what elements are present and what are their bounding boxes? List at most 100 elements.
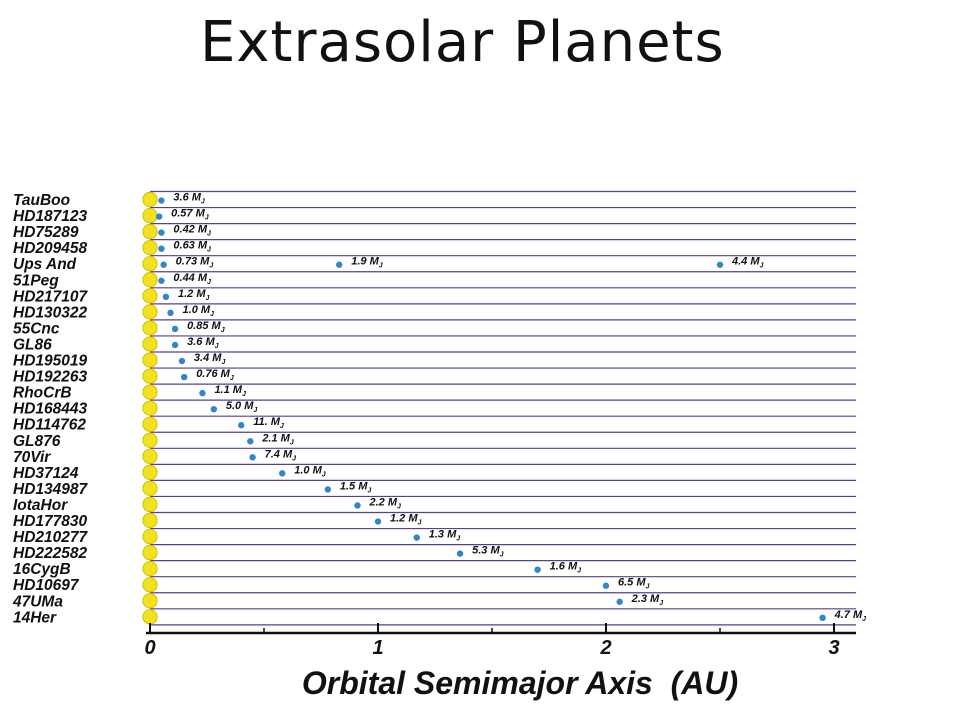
mass-unit-subscript: J [201,199,206,206]
planet-point [602,582,610,589]
mass-value: 4.4 [731,256,750,268]
mass-value: 1.0 [183,304,201,316]
star-name-label: HD192263 [13,369,87,386]
planet-mass-label: 1.1 MJ [214,384,247,398]
host-star-marker [142,384,158,400]
mass-value: 1.0 [294,464,312,476]
star-name-label: 55Cnc [13,320,60,337]
planet-mass-label: 1.2 MJ [178,288,211,302]
host-star-marker [142,207,158,224]
mass-value: 1.2 [390,513,408,525]
mass-value: 6.5 [618,577,636,589]
mass-value: 5.3 [472,545,490,557]
planet-point [324,486,332,493]
planet-point [354,502,361,509]
star-name-label: HD10697 [13,577,80,594]
mass-unit: M [750,256,760,268]
planet-mass-label: 3.6 MJ [187,336,220,350]
planet-point [247,438,254,445]
planet-mass-label: 0.63 MJ [173,240,212,254]
mass-unit: M [490,545,500,557]
host-star-marker [142,320,158,336]
mass-value: 0.76 [196,368,220,380]
mass-unit: M [271,416,281,428]
mass-unit: M [196,208,206,220]
mass-value: 3.6 [173,192,191,204]
planet-mass-label: 4.4 MJ [731,256,765,270]
mass-unit-subscript: J [280,423,285,430]
planet-point [155,213,163,220]
mass-unit: M [205,336,215,348]
x-tick-label: 2 [599,637,611,659]
mass-unit-subscript: J [760,263,765,270]
mass-unit: M [198,240,208,252]
mass-unit: M [198,224,208,236]
mass-unit-subscript: J [210,311,215,318]
planet-mass-label: 1.3 MJ [429,529,462,543]
mass-value: 1.9 [351,256,369,268]
mass-value: 2.2 [368,496,387,508]
star-name-label: GL876 [13,433,61,450]
mass-value: 11. [253,416,271,428]
mass-unit: M [853,609,863,621]
planet-mass-label: 0.57 MJ [171,208,210,222]
host-star-marker [142,464,158,480]
host-star-marker [142,561,158,577]
star-name-label: HD177830 [13,513,87,530]
star-name-label: HD195019 [13,353,87,370]
planet-point [374,518,382,525]
planet-mass-label: 5.3 MJ [472,545,505,559]
planet-mass-label: 1.0 MJ [183,304,216,318]
mass-value: 0.42 [173,224,197,236]
planet-mass-label: 7.4 MJ [265,448,298,462]
mass-value: 3.6 [187,336,205,348]
mass-unit-subscript: J [221,359,226,366]
mass-unit-subscript: J [577,568,582,575]
mass-unit: M [200,256,210,268]
host-star-marker [142,432,158,448]
mass-value: 7.4 [265,448,283,460]
mass-unit-subscript: J [205,215,210,222]
mass-unit: M [221,368,231,380]
x-tick-label: 1 [372,637,383,659]
mass-unit: M [281,432,291,444]
star-name-label: IotaHor [13,497,68,514]
mass-unit: M [201,304,211,316]
host-star-marker [142,528,158,545]
host-star-marker [142,191,158,208]
planet-mass-label: 2.3 MJ [631,593,665,607]
planet-mass-label: 5.0 MJ [226,400,259,414]
planet-point [534,566,541,573]
planet-point [199,389,206,397]
mass-unit-subscript: J [253,407,258,414]
planet-point [181,373,188,381]
host-star-marker [142,545,158,561]
star-name-label: 14Her [13,609,57,626]
planet-mass-label: 2.1 MJ [261,432,295,446]
mass-value: 0.73 [176,256,200,268]
star-name-label: HD222582 [13,545,87,562]
star-name-label: 70Vir [13,449,51,466]
mass-unit-subscript: J [207,247,212,254]
mass-unit: M [212,352,222,364]
planet-mass-label: 1.0 MJ [294,464,327,478]
mass-unit: M [192,192,202,204]
host-star-marker [142,448,158,464]
host-star-marker [142,512,158,529]
star-name-label: HD130322 [13,304,87,321]
mass-value: 3.4 [194,352,212,364]
star-name-label: HD37124 [13,465,79,482]
mass-value: 2.1 [261,432,280,444]
planet-point [158,245,165,252]
mass-unit-subscript: J [646,584,651,591]
planet-mass-label: 0.76 MJ [196,368,235,382]
host-star-marker [142,609,158,625]
star-name-label: Ups And [13,256,77,273]
mass-unit-subscript: J [290,439,295,446]
mass-unit: M [283,448,293,460]
mass-unit: M [196,288,206,300]
mass-unit-subscript: J [397,503,402,510]
mass-unit-subscript: J [207,279,212,286]
mass-unit: M [358,480,368,492]
